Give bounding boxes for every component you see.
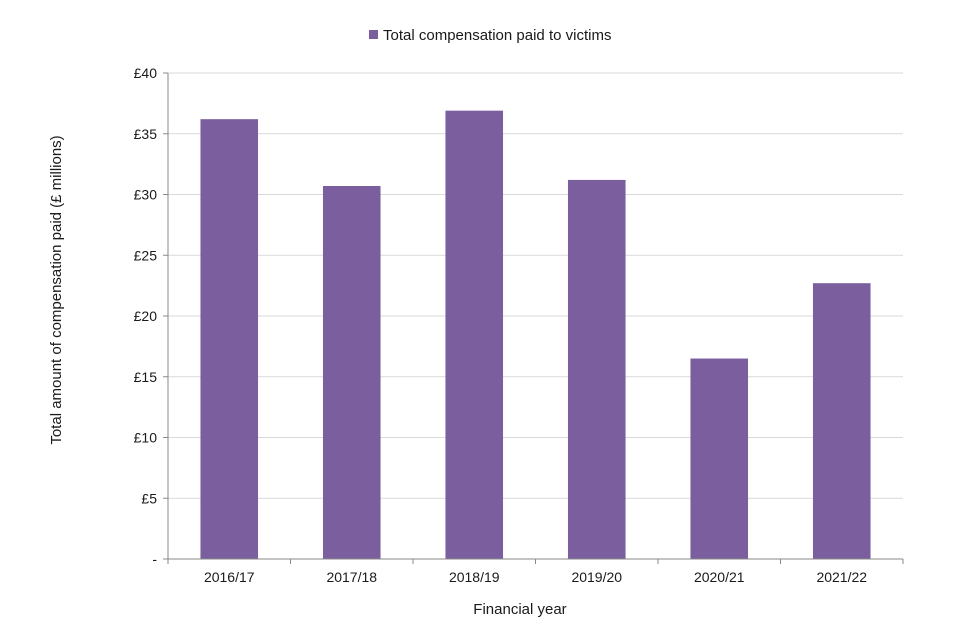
y-tick-label: £5 [141, 490, 157, 506]
bars [200, 110, 871, 560]
y-tick-label: £20 [134, 308, 158, 324]
x-tick-label: 2017/18 [326, 569, 377, 585]
y-tick-label: - [152, 551, 157, 567]
bar [812, 283, 871, 559]
y-tick-label: £35 [134, 126, 158, 142]
x-tick-label: 2018/19 [449, 569, 500, 585]
legend-label: Total compensation paid to victims [383, 27, 611, 44]
gridlines [168, 72, 903, 499]
y-tick-label: £40 [134, 65, 158, 81]
legend-swatch [369, 30, 378, 39]
bar [567, 179, 626, 560]
y-tick-label: £15 [134, 369, 158, 385]
bar [690, 358, 749, 559]
y-tick-label: £30 [134, 187, 158, 203]
x-tick-label: 2016/17 [204, 569, 255, 585]
x-tick-label: 2021/22 [816, 569, 867, 585]
y-tick-label: £25 [134, 247, 158, 263]
y-tick-label: £10 [134, 430, 158, 446]
axes [163, 72, 904, 564]
x-axis-title: Financial year [473, 601, 566, 618]
x-tick-label: 2019/20 [571, 569, 622, 585]
bar [445, 110, 504, 559]
bar [322, 185, 381, 559]
legend: Total compensation paid to victims [369, 27, 611, 44]
y-axis-title: Total amount of compensation paid (£ mil… [48, 135, 65, 444]
y-tick-labels: - £5 £10 £15 £20 £25 £30 £35 £40 [134, 65, 158, 567]
x-tick-labels: 2016/17 2017/18 2018/19 2019/20 2020/21 2021/… [204, 569, 867, 585]
x-tick-label: 2020/21 [694, 569, 745, 585]
bar [200, 119, 259, 560]
